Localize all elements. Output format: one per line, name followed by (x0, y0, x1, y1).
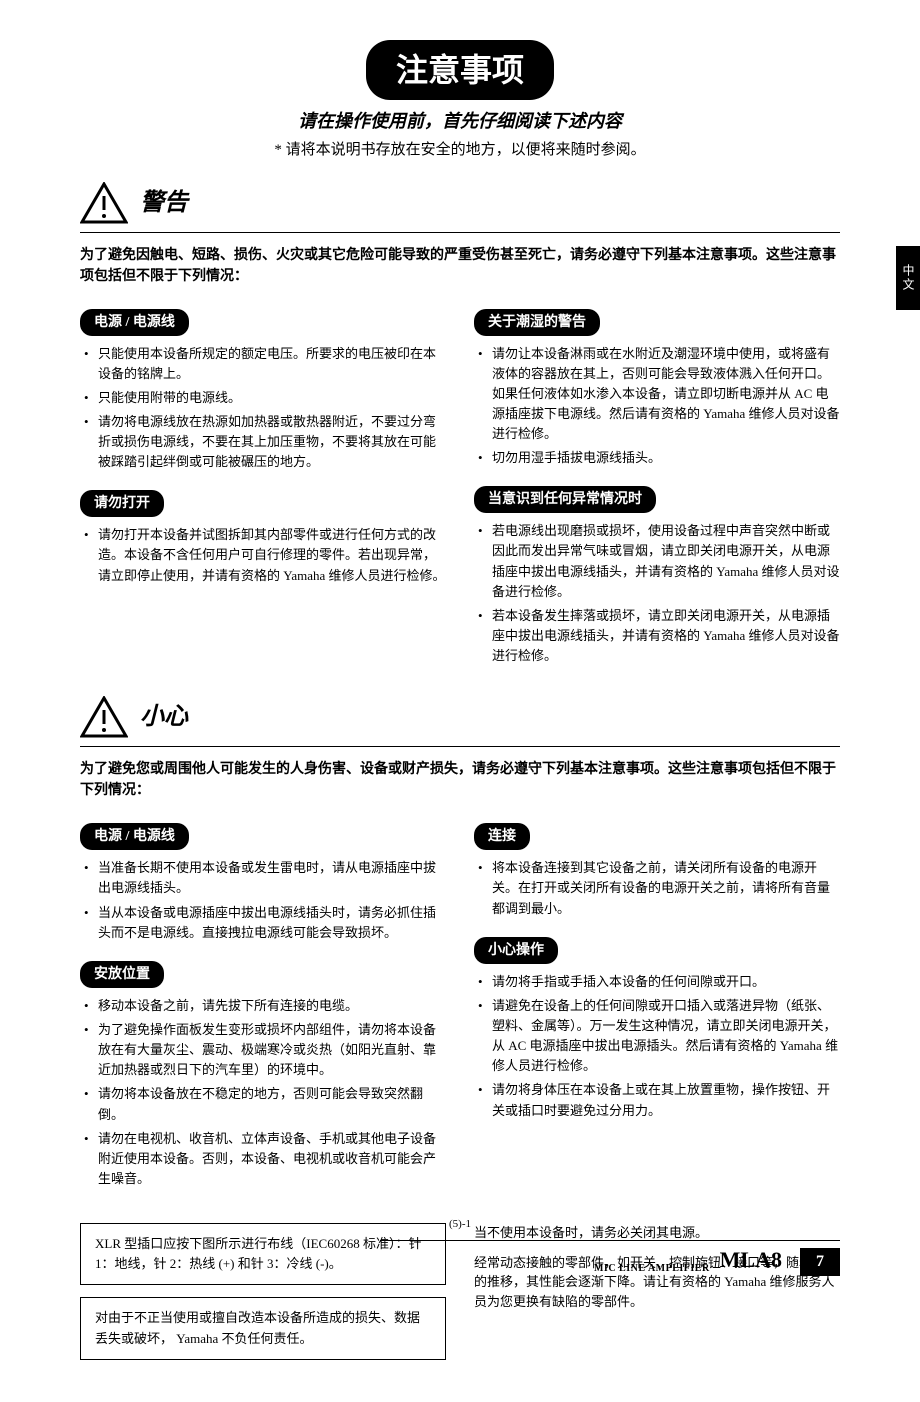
list-item: 切勿用湿手插拔电源线插头。 (478, 448, 840, 468)
list-item: 当从本设备或电源插座中拔出电源线插头时，请务必抓住插头而不是电源线。直接拽拉电源… (84, 903, 446, 943)
subtitle: 请在操作使用前，首先仔细阅读下述内容 (80, 108, 840, 135)
section-heading: 连接 (474, 823, 530, 850)
caution-header: 小心 (80, 696, 840, 738)
list-item: 只能使用本设备所规定的额定电压。所要求的电压被印在本设备的铭牌上。 (84, 344, 446, 384)
warning-header: 警告 (80, 182, 840, 224)
list-item: 为了避免操作面板发生变形或损坏内部组件，请勿将本设备放在有大量灰尘、震动、极端寒… (84, 1020, 446, 1080)
section-heading: 请勿打开 (80, 490, 164, 517)
language-tab: 中文 (896, 246, 920, 310)
caution-right-col: 连接 将本设备连接到其它设备之前，请关闭所有设备的电源开关。在打开或关闭所有设备… (474, 815, 840, 1199)
page-content: 注意事项 请在操作使用前，首先仔细阅读下述内容 * 请将本说明书存放在安全的地方… (0, 0, 920, 1402)
list-item: 请避免在设备上的任何间隙或开口插入或落进异物（纸张、塑料、金属等）。万一发生这种… (478, 996, 840, 1077)
section-heading: 当意识到任何异常情况时 (474, 486, 656, 513)
warning-label: 警告 (140, 185, 188, 221)
section-heading: 小心操作 (474, 937, 558, 964)
title-banner: 注意事项 (366, 40, 554, 100)
list-item: 请勿将本设备放在不稳定的地方，否则可能会导致突然翻倒。 (84, 1084, 446, 1124)
list-item: 若电源线出现磨损或损坏，使用设备过程中声音突然中断或因此而发出异常气味或冒烟，请… (478, 521, 840, 602)
list-item: 只能使用附带的电源线。 (84, 388, 446, 408)
caution-intro: 为了避免您或周围他人可能发生的人身伤害、设备或财产损失，请务必遵守下列基本注意事… (80, 759, 840, 801)
list-item: 请勿打开本设备并试图拆卸其内部零件或进行任何方式的改造。本设备不含任何用户可自行… (84, 525, 446, 585)
list-item: 请勿在电视机、收音机、立体声设备、手机或其他电子设备附近使用本设备。否则，本设备… (84, 1129, 446, 1189)
warning-right-col: 关于潮湿的警告 请勿让本设备淋雨或在水附近及潮湿环境中使用，或将盛有液体的容器放… (474, 301, 840, 677)
list-item: 移动本设备之前，请先拔下所有连接的电缆。 (84, 996, 446, 1016)
list-item: 请勿让本设备淋雨或在水附近及潮湿环境中使用，或将盛有液体的容器放在其上，否则可能… (478, 344, 840, 445)
subnote: * 请将本说明书存放在安全的地方，以便将来随时参阅。 (80, 139, 840, 162)
caution-left-col: 电源 / 电源线 当准备长期不使用本设备或发生雷电时，请从电源插座中拔出电源线插… (80, 815, 446, 1199)
section-heading: 电源 / 电源线 (80, 309, 189, 336)
list-item: 请勿将身体压在本设备上或在其上放置重物，操作按钮、开关或插口时要避免过分用力。 (478, 1080, 840, 1120)
footer-product-label: MIC LINE AMPLIFIER (594, 1261, 710, 1276)
caution-icon (80, 696, 128, 738)
list-item: 将本设备连接到其它设备之前，请关闭所有设备的电源开关。在打开或关闭所有设备的电源… (478, 858, 840, 918)
footer-page-number: 7 (800, 1248, 840, 1276)
section-heading: 电源 / 电源线 (80, 823, 189, 850)
warning-intro: 为了避免因触电、短路、损伤、火灾或其它危险可能导致的严重受伤甚至死亡，请务必遵守… (80, 245, 840, 287)
disclaimer-box: 对由于不正当使用或擅自改造本设备所造成的损失、数据丢失或破坏， Yamaha 不… (80, 1297, 446, 1359)
footer: (5)-1 MIC LINE AMPLIFIER MLA8 7 (0, 1216, 920, 1277)
list-item: 请勿将手指或手插入本设备的任何间隙或开口。 (478, 972, 840, 992)
caution-columns: 电源 / 电源线 当准备长期不使用本设备或发生雷电时，请从电源插座中拔出电源线插… (80, 815, 840, 1199)
divider (80, 746, 840, 747)
warning-icon (80, 182, 128, 224)
footer-model: MLA8 (720, 1243, 782, 1276)
list-item: 当准备长期不使用本设备或发生雷电时，请从电源插座中拔出电源线插头。 (84, 858, 446, 898)
small-page-number: (5)-1 (0, 1216, 920, 1233)
caution-label: 小心 (140, 699, 188, 735)
section-heading: 安放位置 (80, 961, 164, 988)
list-item: 请勿将电源线放在热源如加热器或散热器附近，不要过分弯折或损伤电源线，不要在其上加… (84, 412, 446, 472)
list-item: 若本设备发生摔落或损坏，请立即关闭电源开关，从电源插座中拔出电源线插头，并请有资… (478, 606, 840, 666)
warning-left-col: 电源 / 电源线 只能使用本设备所规定的额定电压。所要求的电压被印在本设备的铭牌… (80, 301, 446, 677)
section-heading: 关于潮湿的警告 (474, 309, 600, 336)
divider (80, 232, 840, 233)
warning-columns: 电源 / 电源线 只能使用本设备所规定的额定电压。所要求的电压被印在本设备的铭牌… (80, 301, 840, 677)
